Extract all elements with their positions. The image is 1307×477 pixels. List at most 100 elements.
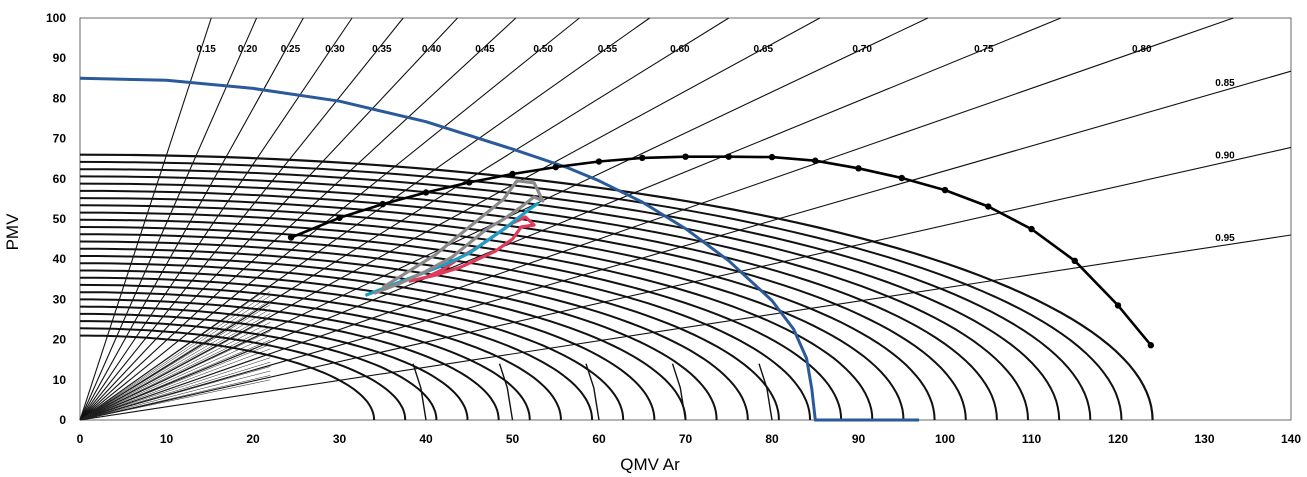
pf-ray-label: 0.90 — [1215, 150, 1235, 161]
pf-ray-label: 0.25 — [281, 44, 301, 55]
pf-ray-label: 0.35 — [372, 44, 392, 55]
pf-ray-label: 0.80 — [1132, 44, 1152, 55]
step-curve — [585, 363, 600, 421]
pf-ray — [79, 17, 730, 421]
series-point — [509, 170, 516, 178]
y-tick-label: 30 — [53, 292, 67, 306]
pf-ray — [79, 17, 1062, 421]
series-point — [336, 214, 343, 221]
x-axis-title: QMV Ar — [620, 455, 680, 474]
series-point — [1028, 225, 1035, 233]
power-factor-labels: 0.95 0.90 0.85 0.80 0.75 0.70 0.65 0.60 0.55 0.50… — [196, 44, 1235, 244]
pf-ray — [79, 17, 212, 421]
x-tick-label: 120 — [1108, 432, 1128, 446]
capability-arc — [80, 276, 625, 421]
pf-ray — [79, 17, 580, 421]
capability-arc — [79, 197, 967, 421]
capability-arc — [80, 189, 998, 421]
x-tick-label: 30 — [333, 432, 347, 446]
pf-ray — [79, 17, 650, 421]
capability-arc — [80, 233, 812, 421]
series-point — [898, 174, 905, 182]
pf-ray — [79, 234, 1292, 421]
capability-arc — [79, 175, 1061, 421]
series-point — [941, 186, 949, 194]
pf-ray-label: 0.20 — [238, 44, 258, 55]
x-tick-label: 40 — [419, 432, 433, 446]
y-axis-ticks: 0 10 20 30 40 50 60 70 80 90 100 — [46, 11, 66, 427]
pf-ray-label: 0.15 — [196, 44, 216, 55]
series-lines — [79, 76, 1152, 422]
y-tick-label: 60 — [53, 172, 67, 186]
x-tick-label: 10 — [160, 432, 174, 446]
capability-arc — [80, 168, 1092, 421]
boundary-markers — [287, 153, 1155, 349]
y-tick-label: 50 — [53, 212, 67, 226]
fan-ray — [79, 308, 271, 421]
fan-ray — [79, 322, 271, 421]
capability-arc — [80, 334, 376, 421]
fan-ray — [79, 344, 271, 421]
capability-arc — [79, 327, 407, 421]
series-line — [408, 215, 536, 283]
pf-ray — [79, 17, 1234, 421]
series-point — [639, 154, 646, 162]
fan-ray — [79, 286, 271, 421]
step-curve — [758, 363, 773, 421]
capability-arc — [80, 320, 438, 421]
series-point — [466, 179, 473, 186]
capability-arc — [80, 298, 531, 421]
series-point — [379, 200, 386, 208]
series-point — [1114, 302, 1122, 309]
y-tick-label: 80 — [53, 91, 67, 105]
fan-ray — [79, 339, 271, 421]
fan-ray — [79, 317, 271, 421]
fan-ray — [79, 348, 271, 421]
pf-ray-label: 0.75 — [974, 44, 994, 55]
fan-ray — [79, 357, 271, 421]
pf-ray-label: 0.70 — [852, 44, 872, 55]
fan-ray — [79, 375, 271, 421]
y-tick-label: 10 — [53, 373, 67, 387]
series-line — [79, 76, 920, 422]
pf-ray-label: 0.60 — [670, 44, 690, 55]
series-point — [725, 153, 732, 160]
pf-ray-label: 0.95 — [1215, 233, 1235, 244]
capability-arc — [80, 255, 718, 421]
fan-ray — [79, 291, 271, 421]
pf-ray-label: 0.30 — [325, 44, 345, 55]
capability-arc — [80, 312, 469, 421]
capability-arc — [80, 291, 562, 421]
x-tick-label: 90 — [852, 432, 866, 446]
x-tick-label: 110 — [1022, 432, 1042, 446]
capability-arc — [79, 305, 500, 421]
x-tick-label: 60 — [592, 432, 606, 446]
series-point — [1071, 257, 1078, 265]
series-point — [422, 189, 430, 196]
y-tick-label: 100 — [46, 11, 66, 25]
pf-ray-label: 0.50 — [533, 44, 553, 55]
capability-arc — [79, 204, 936, 421]
pf-ray-label: 0.40 — [422, 44, 442, 55]
fan-ray — [79, 379, 271, 421]
capability-arc — [80, 211, 905, 421]
capability-arc — [79, 262, 687, 421]
series-point — [812, 157, 819, 164]
fan-ray — [79, 326, 271, 421]
fan-ray — [79, 361, 271, 421]
series-point — [682, 153, 689, 160]
y-tick-label: 20 — [53, 333, 67, 347]
series-point — [985, 203, 992, 210]
series-point — [287, 234, 295, 241]
x-axis-ticks: 0 10 20 30 40 50 60 70 80 90 100 110 120 130 140 — [77, 432, 1302, 446]
fan-ray — [79, 299, 271, 421]
pf-ray-label: 0.65 — [754, 44, 774, 55]
fan-ray — [79, 370, 271, 421]
series-point — [1147, 342, 1155, 349]
x-tick-label: 0 — [77, 432, 84, 446]
fan-ray — [79, 295, 271, 421]
vertical-step-curves — [412, 363, 773, 421]
pf-ray-label: 0.45 — [475, 44, 495, 55]
y-tick-label: 40 — [53, 252, 67, 266]
x-tick-label: 80 — [765, 432, 779, 446]
